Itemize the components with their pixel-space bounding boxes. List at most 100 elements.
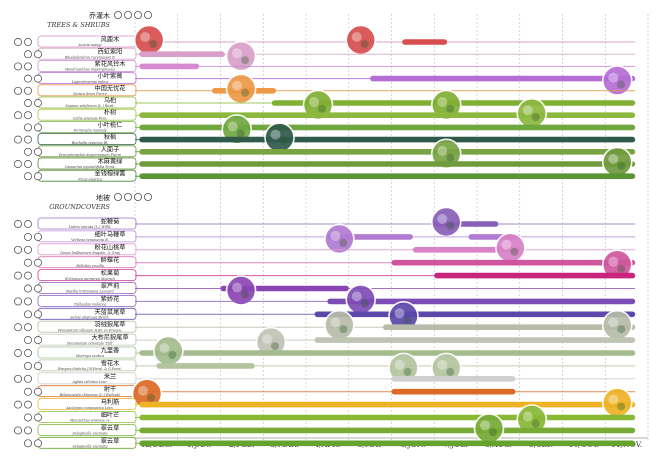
season-highlight-bar <box>382 324 636 330</box>
season-highlight-bar <box>314 311 636 318</box>
plant-photo-foliage <box>241 56 250 65</box>
season-highlight-bar <box>156 363 255 369</box>
species-latin-name: Saraca dives Pierre <box>73 92 107 96</box>
species-icon <box>24 147 32 156</box>
species-icon <box>34 284 42 293</box>
plant-photo-highlight <box>437 359 448 370</box>
species-icon <box>24 220 32 228</box>
season-highlight-bar <box>139 440 636 447</box>
plant-photo-highlight <box>608 72 619 83</box>
plant-photo-circle <box>302 89 334 121</box>
species-chinese-name: 中国无忧花 <box>95 84 126 92</box>
plant-photo-highlight <box>270 129 281 140</box>
plant-photo-foliage <box>270 342 279 351</box>
season-highlight-bar <box>139 112 636 118</box>
species-icon <box>24 374 32 383</box>
legend-icon <box>133 192 142 201</box>
species-chinese-name: 蛇鞭菊 <box>101 218 120 226</box>
plant-photo-foliage <box>446 105 455 113</box>
species-icon <box>14 245 22 254</box>
season-highlight-bar <box>139 414 636 421</box>
species-icon <box>24 135 32 144</box>
plant-photo-highlight <box>159 343 170 353</box>
plant-photo-circle <box>324 223 355 255</box>
species-icon <box>24 74 32 83</box>
season-highlight-bar <box>402 39 448 45</box>
plant-photo-highlight <box>608 394 619 405</box>
species-icon <box>14 111 22 120</box>
season-highlight-bar <box>391 388 516 395</box>
species-latin-name: Murraya exotica <box>75 354 104 358</box>
species-icon <box>24 38 32 46</box>
season-highlight-bar <box>370 75 636 82</box>
species-chinese-name: 大布尼狼尾草 <box>91 334 128 342</box>
species-chinese-name: 小叶榄仁 <box>98 121 123 129</box>
species-icon <box>34 258 42 267</box>
species-icon <box>34 232 42 241</box>
section-title: 地被 <box>96 193 110 202</box>
season-highlight-bar <box>139 173 636 179</box>
species-icon <box>14 220 22 228</box>
species-chinese-name: 松果菊 <box>101 269 120 277</box>
species-icon <box>24 349 32 357</box>
plant-photo-circle <box>225 275 257 306</box>
plant-photo-circle <box>430 138 462 170</box>
species-icon <box>34 361 42 370</box>
species-chinese-name: 金钱榕绿篱 <box>95 170 126 178</box>
species-chinese-name: 秋枫 <box>104 133 116 141</box>
plant-photo-circle <box>225 40 257 72</box>
species-icon <box>24 111 32 120</box>
species-latin-name: Salvia uliginosa Benth. <box>70 316 110 320</box>
species-latin-name: Pennisetum villosum R.Br. ex Fresen. <box>57 328 122 332</box>
plant-photo-foliage <box>241 88 250 97</box>
species-chinese-name: 翠芦莉 <box>101 282 120 290</box>
species-latin-name: Liatris spicata (L.) Willd. <box>68 225 112 229</box>
plant-photo-foliage <box>617 402 626 411</box>
species-icon <box>24 160 32 168</box>
season-highlight-bar <box>139 149 636 155</box>
species-icon <box>24 310 32 319</box>
plant-photo-highlight <box>261 334 272 345</box>
plant-photo-foliage <box>489 428 497 437</box>
species-icon <box>14 86 22 95</box>
plant-photo-highlight <box>227 121 238 132</box>
species-icon <box>14 426 22 435</box>
plant-photo-highlight <box>330 230 341 241</box>
plant-photo-highlight <box>608 256 619 267</box>
species-icon <box>24 284 32 293</box>
species-icon <box>34 123 42 132</box>
legend-icon <box>124 192 133 201</box>
plant-photo-highlight <box>437 97 448 107</box>
plant-photo-foliage <box>149 40 158 48</box>
species-icon <box>34 99 42 107</box>
season-highlight-bar <box>412 247 520 253</box>
plant-photo-circle <box>131 378 163 410</box>
legend-icon <box>124 10 133 19</box>
species-latin-name: Sapium sebiferum (L.) Roxb. <box>65 104 114 108</box>
species-chinese-name: 人面子 <box>101 146 120 153</box>
species-icon <box>34 172 42 181</box>
species-icon <box>14 38 22 46</box>
plant-photo-foliage <box>617 325 626 334</box>
species-icon <box>34 147 42 156</box>
species-latin-name: Dracontomelon duperreanum Pierre <box>58 153 122 157</box>
species-latin-name: Ficus elastica <box>77 177 102 181</box>
season-highlight-bar <box>139 136 636 143</box>
species-icon <box>24 99 32 107</box>
species-chinese-name: 米兰 <box>104 372 116 380</box>
season-highlight-bar <box>139 63 200 70</box>
species-chinese-name: 雪花木 <box>101 359 120 367</box>
legend-icon <box>143 10 152 19</box>
plant-photo-highlight <box>232 48 243 59</box>
plant-photo-foliage <box>510 247 519 256</box>
species-icon <box>34 387 42 396</box>
plant-photo-highlight <box>501 239 512 250</box>
species-icon <box>34 336 42 345</box>
plant-photo-circle <box>601 65 633 96</box>
species-latin-name: Casuarina equisetifolia Forst. <box>65 165 116 169</box>
season-highlight-bar <box>139 161 636 167</box>
species-icon <box>14 271 22 280</box>
section-subtitle: GROUNDCOVERS <box>49 203 110 211</box>
species-icon <box>24 232 32 241</box>
plant-photo-highlight <box>140 32 151 42</box>
